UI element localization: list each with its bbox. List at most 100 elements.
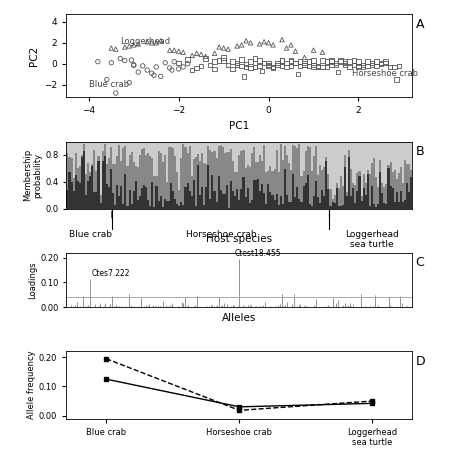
Bar: [83, 150, 85, 208]
Bar: [168, 147, 170, 201]
Point: [265, 59, 273, 66]
Point: [332, 61, 340, 68]
Bar: [265, 141, 267, 172]
Bar: [187, 183, 189, 208]
Point: [220, 54, 228, 61]
Bar: [383, 187, 385, 203]
Bar: [149, 156, 151, 207]
Bar: [340, 141, 342, 176]
Bar: [151, 141, 154, 158]
Point: [328, 61, 335, 68]
Bar: [286, 195, 288, 208]
Point: [233, 61, 241, 68]
Bar: [85, 195, 87, 208]
Bar: [191, 176, 193, 196]
Point: [350, 61, 358, 68]
Point: [260, 38, 268, 45]
X-axis label: Alleles: Alleles: [222, 313, 256, 323]
Bar: [394, 202, 396, 208]
Bar: [230, 149, 232, 181]
Bar: [114, 205, 116, 208]
Bar: [406, 164, 408, 183]
Bar: [91, 166, 93, 208]
Point: [395, 62, 402, 69]
Bar: [251, 153, 253, 200]
Bar: [166, 201, 168, 208]
Bar: [124, 174, 127, 208]
Bar: [377, 141, 379, 187]
Bar: [319, 203, 321, 208]
Bar: [381, 141, 383, 183]
Bar: [309, 148, 311, 204]
Bar: [73, 178, 74, 191]
Bar: [114, 141, 116, 164]
Bar: [243, 177, 245, 208]
Point: [341, 58, 349, 65]
Bar: [155, 141, 157, 176]
Point: [287, 57, 295, 64]
Bar: [294, 146, 296, 198]
Bar: [191, 141, 193, 176]
Point: [211, 50, 219, 57]
Bar: [336, 141, 338, 183]
Point: [168, 67, 176, 74]
Bar: [172, 148, 174, 191]
Bar: [187, 153, 189, 183]
Bar: [81, 141, 83, 155]
Point: [144, 38, 151, 45]
Point: [269, 41, 277, 49]
Bar: [197, 154, 199, 165]
Bar: [135, 166, 137, 181]
Bar: [218, 146, 219, 176]
Bar: [369, 141, 371, 174]
Point: [166, 46, 173, 54]
Bar: [116, 156, 118, 185]
Point: [278, 62, 286, 69]
Point: [278, 36, 286, 43]
Point: [171, 58, 178, 65]
Bar: [253, 141, 255, 147]
Bar: [352, 188, 355, 208]
Bar: [323, 141, 325, 166]
Point: [337, 57, 344, 64]
Bar: [404, 160, 406, 200]
Bar: [309, 204, 311, 208]
Bar: [385, 141, 387, 184]
Bar: [246, 189, 249, 208]
Bar: [396, 179, 398, 192]
Bar: [301, 176, 302, 202]
Bar: [124, 146, 127, 174]
Bar: [205, 164, 207, 187]
Bar: [160, 141, 162, 153]
Bar: [216, 158, 218, 202]
Point: [121, 43, 128, 50]
Bar: [331, 141, 334, 199]
Bar: [145, 141, 147, 155]
Bar: [263, 141, 265, 145]
Bar: [259, 191, 261, 208]
Point: [265, 62, 273, 69]
Point: [202, 55, 210, 62]
Bar: [203, 162, 205, 205]
Bar: [226, 185, 228, 208]
Bar: [284, 146, 286, 170]
Bar: [355, 203, 356, 208]
Point: [130, 62, 137, 69]
Point: [162, 59, 169, 66]
Point: [240, 73, 247, 80]
Bar: [85, 141, 87, 174]
Point: [350, 57, 358, 64]
Bar: [240, 151, 243, 189]
Bar: [348, 157, 350, 208]
Bar: [118, 141, 120, 145]
Bar: [313, 141, 315, 156]
Point: [310, 57, 317, 64]
Bar: [313, 156, 315, 196]
Point: [171, 46, 178, 54]
Bar: [272, 141, 273, 171]
Bar: [68, 172, 71, 208]
Bar: [280, 141, 282, 144]
Bar: [278, 141, 280, 172]
Point: [103, 76, 110, 83]
Bar: [230, 181, 232, 208]
